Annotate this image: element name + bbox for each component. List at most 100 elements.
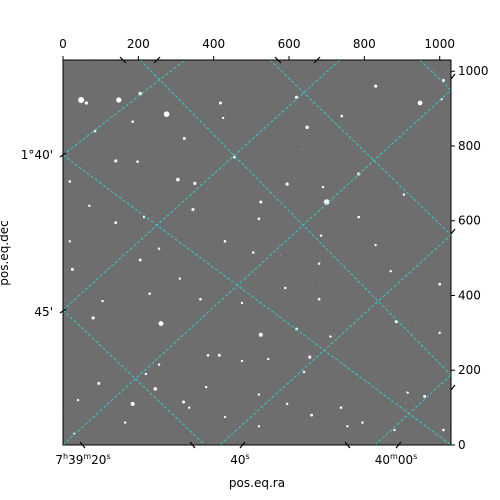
- noise-speck: [93, 101, 95, 103]
- world-tick-mark: [59, 152, 67, 158]
- noise-speck: [281, 321, 283, 323]
- star-point: [148, 292, 151, 295]
- star-point: [310, 413, 314, 417]
- star-point: [182, 136, 186, 140]
- coordinate-grid: [63, 60, 451, 445]
- image-noise: [63, 60, 451, 444]
- star-point: [114, 159, 118, 163]
- grid-line: [139, 60, 451, 376]
- star-point: [302, 370, 306, 374]
- noise-speck: [358, 290, 360, 292]
- noise-speck: [307, 114, 309, 117]
- grid-line: [219, 234, 451, 445]
- star-point: [123, 421, 127, 424]
- noise-speck: [387, 187, 389, 189]
- noise-speck: [203, 222, 205, 224]
- star-point: [114, 221, 118, 224]
- world-tick-mark: [450, 384, 456, 391]
- noise-speck: [433, 434, 435, 436]
- noise-speck: [320, 303, 322, 305]
- noise-speck: [105, 374, 107, 376]
- noise-speck: [427, 212, 429, 214]
- noise-speck: [297, 423, 299, 425]
- world-tick-mark: [313, 56, 321, 64]
- star-point: [223, 239, 227, 243]
- noise-speck: [259, 106, 261, 108]
- star-point: [191, 208, 195, 212]
- noise-speck: [448, 144, 451, 146]
- noise-speck: [319, 279, 321, 281]
- noise-speck: [204, 191, 206, 194]
- noise-speck: [278, 244, 280, 246]
- star-point: [221, 116, 225, 120]
- star-point: [346, 425, 349, 428]
- ra-tick-label: 40s: [230, 452, 249, 467]
- star-point: [240, 301, 244, 305]
- noise-speck: [323, 357, 325, 359]
- noise-speck: [345, 399, 347, 402]
- noise-speck: [426, 274, 428, 276]
- world-tick-mark: [395, 441, 402, 449]
- noise-speck: [110, 256, 112, 259]
- grid-line: [63, 60, 186, 156]
- star-point: [240, 359, 244, 363]
- noise-speck: [379, 152, 381, 154]
- noise-speck: [207, 403, 209, 405]
- noise-speck: [405, 402, 407, 404]
- noise-speck: [168, 308, 170, 310]
- noise-speck: [222, 180, 224, 182]
- noise-speck: [115, 414, 118, 416]
- noise-speck: [397, 303, 399, 306]
- noise-speck: [350, 247, 352, 249]
- world-ticks: [59, 56, 456, 449]
- noise-speck: [329, 151, 331, 153]
- y-tick-label: 200: [458, 363, 481, 377]
- noise-speck: [320, 415, 322, 417]
- noise-speck: [255, 72, 257, 74]
- noise-speck: [139, 179, 141, 181]
- star-point: [285, 402, 289, 406]
- star-point: [285, 182, 289, 186]
- star-point: [251, 251, 255, 254]
- world-tick-mark: [189, 441, 196, 449]
- noise-speck: [415, 80, 417, 82]
- noise-speck: [225, 133, 228, 135]
- noise-speck: [312, 281, 314, 283]
- star-point: [217, 353, 221, 357]
- noise-speck: [105, 413, 107, 415]
- star-point: [130, 401, 135, 406]
- noise-speck: [343, 405, 345, 407]
- noise-speck: [63, 410, 65, 413]
- grid-line: [419, 60, 451, 91]
- noise-speck: [262, 123, 264, 125]
- star-point: [136, 160, 139, 163]
- noise-speck: [174, 140, 176, 142]
- noise-speck: [255, 274, 257, 276]
- noise-speck: [140, 319, 143, 321]
- noise-speck: [390, 439, 392, 442]
- star-point: [317, 262, 321, 265]
- star-point: [339, 406, 343, 409]
- noise-speck: [404, 149, 406, 152]
- star-point: [267, 357, 270, 361]
- world-tick-mark: [274, 56, 282, 64]
- star-point: [206, 353, 210, 357]
- y-tick-label: 600: [458, 214, 481, 228]
- world-tick-mark: [344, 441, 351, 449]
- star-point: [193, 181, 197, 185]
- grid-line: [374, 374, 451, 445]
- x-tick-label: 800: [353, 37, 376, 51]
- noise-speck: [216, 219, 218, 221]
- star-point: [157, 363, 161, 366]
- image-background: [63, 60, 451, 445]
- noise-speck: [66, 155, 68, 157]
- star-point: [218, 101, 222, 105]
- noise-speck: [420, 370, 422, 372]
- ra-tick-label: 7h39m20s: [55, 452, 110, 467]
- x-tick-label: 200: [127, 37, 150, 51]
- noise-speck: [190, 348, 192, 351]
- star-point: [258, 332, 263, 337]
- noise-speck: [343, 222, 345, 224]
- world-tick-mark: [79, 441, 86, 449]
